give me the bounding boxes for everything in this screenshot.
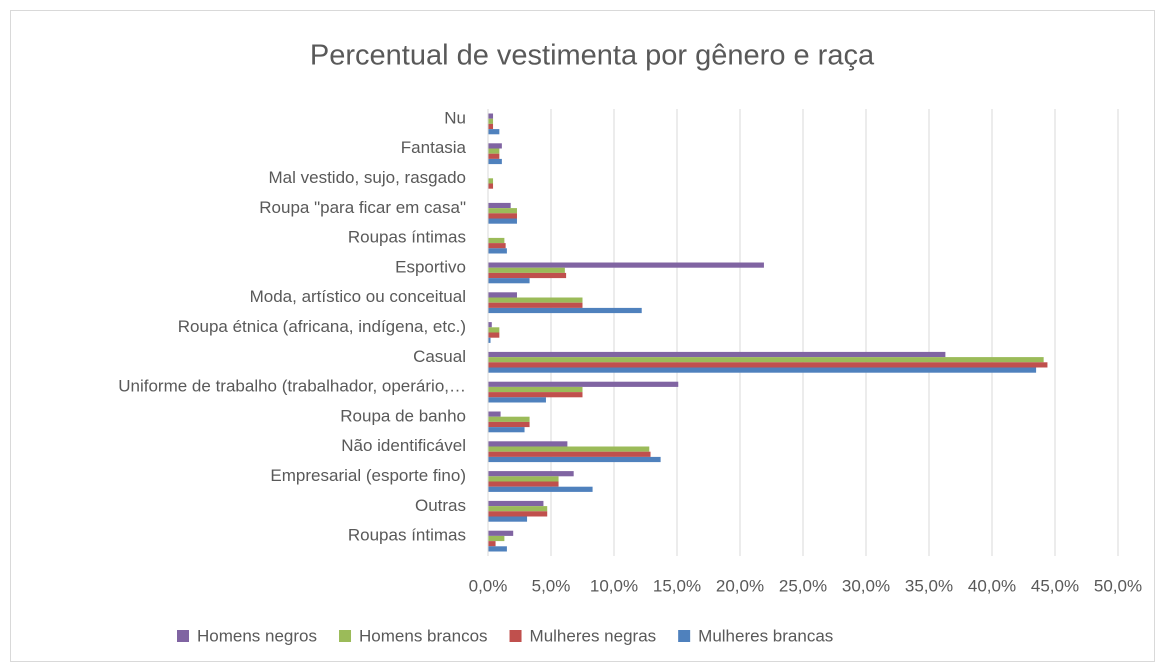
bar bbox=[488, 486, 593, 492]
x-tick-label: 40,0% bbox=[968, 576, 1016, 595]
y-tick-label: Roupa étnica (africana, indígena, etc.) bbox=[178, 317, 466, 336]
bar bbox=[488, 381, 679, 387]
bar bbox=[488, 351, 946, 358]
y-tick-label: Empresarial (esporte fino) bbox=[270, 466, 466, 485]
bar bbox=[488, 411, 501, 417]
bar bbox=[488, 213, 517, 219]
x-tick-label: 25,0% bbox=[779, 576, 827, 595]
bar bbox=[488, 272, 567, 279]
bar bbox=[488, 516, 528, 522]
bar bbox=[488, 302, 583, 308]
x-tick-label: 35,0% bbox=[905, 576, 953, 595]
bar bbox=[488, 362, 1048, 368]
y-tick-label: Mal vestido, sujo, rasgado bbox=[269, 168, 467, 187]
bar bbox=[488, 129, 500, 135]
legend-swatch bbox=[678, 630, 691, 642]
y-tick-label: Outras bbox=[415, 496, 466, 515]
legend-label: Homens negros bbox=[197, 626, 317, 645]
bar bbox=[488, 118, 494, 124]
bar bbox=[488, 178, 494, 184]
bar bbox=[488, 511, 548, 517]
bar bbox=[488, 471, 574, 477]
x-tick-label: 10,0% bbox=[590, 576, 638, 595]
bar bbox=[488, 367, 1037, 373]
bar bbox=[488, 113, 494, 119]
bar bbox=[488, 386, 583, 393]
chart-title: Percentual de vestimenta por gênero e ra… bbox=[310, 40, 875, 72]
x-tick-label: 0,0% bbox=[469, 576, 508, 595]
y-tick-label: Esportivo bbox=[395, 257, 466, 276]
y-tick-label: Uniforme de trabalho (trabalhador, operá… bbox=[118, 377, 466, 396]
chart-border bbox=[10, 10, 1155, 662]
bar bbox=[488, 416, 530, 422]
bar bbox=[488, 208, 517, 214]
bar bbox=[488, 143, 502, 149]
bar bbox=[488, 292, 517, 298]
bar bbox=[488, 262, 764, 268]
bar bbox=[488, 392, 583, 398]
y-tick-label: Roupas íntimas bbox=[348, 526, 466, 545]
bar bbox=[488, 535, 505, 542]
bar bbox=[488, 456, 661, 463]
bar bbox=[488, 153, 500, 159]
bar bbox=[488, 427, 525, 433]
bar bbox=[488, 337, 491, 343]
legend-label: Mulheres negras bbox=[530, 626, 657, 645]
legend-swatch bbox=[177, 630, 189, 642]
bar bbox=[488, 451, 651, 457]
y-tick-label: Moda, artístico ou conceitual bbox=[250, 287, 466, 306]
bar bbox=[488, 278, 530, 284]
bar bbox=[488, 327, 500, 333]
legend-label: Mulheres brancas bbox=[698, 626, 833, 645]
bar bbox=[488, 546, 507, 552]
y-tick-label: Roupa "para ficar em casa" bbox=[259, 198, 466, 217]
bar bbox=[488, 332, 500, 338]
bar bbox=[488, 297, 583, 303]
bar bbox=[488, 541, 496, 547]
bar bbox=[488, 218, 517, 224]
bar bbox=[488, 322, 492, 328]
x-tick-label: 15,0% bbox=[653, 576, 701, 595]
x-tick-label: 30,0% bbox=[842, 576, 890, 595]
y-tick-label: Roupas íntimas bbox=[348, 228, 466, 247]
bar bbox=[488, 500, 544, 507]
bar bbox=[488, 243, 506, 249]
x-tick-label: 20,0% bbox=[716, 576, 764, 595]
bar bbox=[488, 357, 1044, 363]
y-tick-label: Casual bbox=[413, 347, 466, 366]
bar bbox=[488, 237, 505, 244]
bar bbox=[488, 123, 494, 130]
bar bbox=[488, 481, 559, 487]
bar bbox=[488, 148, 500, 154]
bar bbox=[488, 158, 502, 165]
bar bbox=[488, 397, 546, 403]
bar bbox=[488, 248, 507, 254]
y-tick-label: Nu bbox=[444, 108, 466, 127]
legend-label: Homens brancos bbox=[359, 626, 488, 645]
y-tick-label: Não identificável bbox=[341, 436, 466, 455]
bar bbox=[488, 267, 565, 273]
bar bbox=[488, 202, 511, 209]
bar bbox=[488, 476, 559, 482]
bar bbox=[488, 421, 530, 428]
x-tick-label: 45,0% bbox=[1031, 576, 1079, 595]
bar bbox=[488, 307, 642, 314]
y-tick-label: Fantasia bbox=[401, 138, 467, 157]
bar bbox=[488, 530, 514, 536]
y-tick-label: Roupa de banho bbox=[340, 406, 466, 425]
bar bbox=[488, 446, 650, 452]
legend-swatch bbox=[339, 630, 352, 642]
bar bbox=[488, 506, 548, 512]
bar bbox=[488, 441, 568, 447]
bar bbox=[488, 183, 494, 189]
x-tick-label: 50,0% bbox=[1094, 576, 1142, 595]
x-tick-label: 5,0% bbox=[532, 576, 571, 595]
legend-swatch bbox=[509, 630, 522, 642]
